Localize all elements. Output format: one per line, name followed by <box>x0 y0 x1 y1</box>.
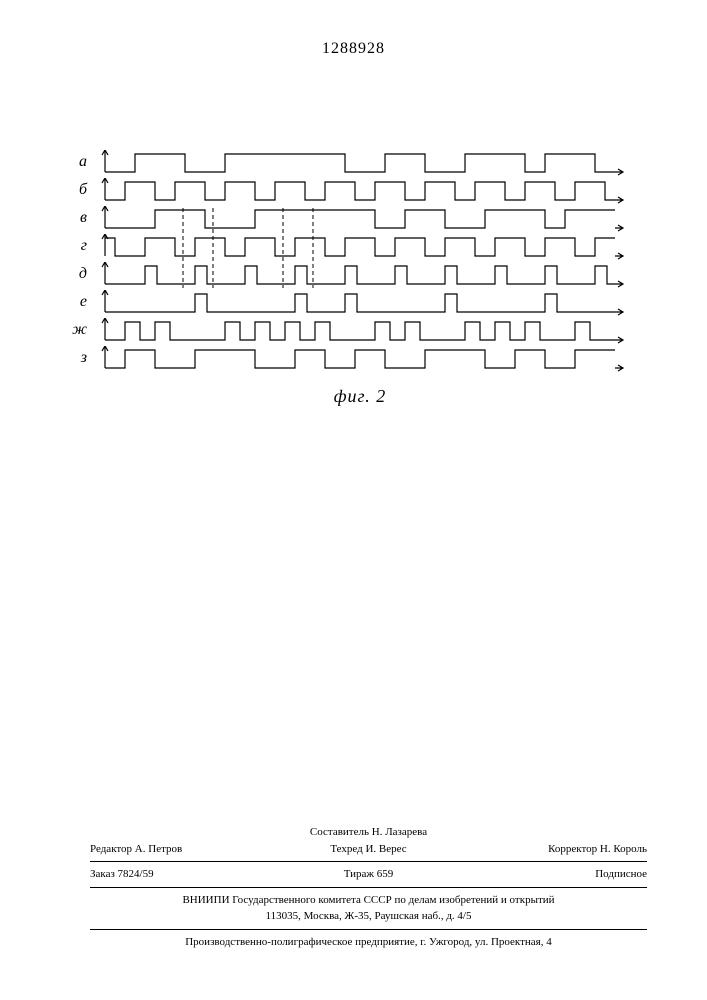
row-label: е <box>67 293 87 311</box>
corrector-label: Корректор Н. Король <box>461 841 647 858</box>
compiler-line: Составитель Н. Лазарева <box>90 824 647 841</box>
divider <box>90 929 647 930</box>
timing-row-а: а <box>95 150 625 178</box>
waveform <box>95 178 625 206</box>
waveform <box>95 262 625 290</box>
row-label: з <box>67 349 87 367</box>
waveform <box>95 318 625 346</box>
timing-row-в: в <box>95 206 625 234</box>
row-label: г <box>67 237 87 255</box>
org-line: ВНИИПИ Государственного комитета СССР по… <box>90 892 647 909</box>
publisher-block: Составитель Н. Лазарева Редактор А. Петр… <box>90 824 647 950</box>
timing-row-г: г <box>95 234 625 262</box>
row-label: а <box>67 153 87 171</box>
timing-row-е: е <box>95 290 625 318</box>
printer-line: Производственно-полиграфическое предприя… <box>90 934 647 951</box>
divider <box>90 861 647 862</box>
editor-label: Редактор А. Петров <box>90 841 276 858</box>
address-line: 113035, Москва, Ж-35, Раушская наб., д. … <box>90 908 647 925</box>
document-number: 1288928 <box>0 40 707 58</box>
timing-row-д: д <box>95 262 625 290</box>
waveform <box>95 346 625 374</box>
timing-diagram: абвгдежз фиг. 2 <box>95 150 625 407</box>
waveform <box>95 150 625 178</box>
tirage-label: Тираж 659 <box>276 866 462 883</box>
divider <box>90 887 647 888</box>
techred-label: Техред И. Верес <box>276 841 462 858</box>
waveform <box>95 206 625 234</box>
figure-label: фиг. 2 <box>95 386 625 407</box>
subscription-label: Подписное <box>461 866 647 883</box>
order-line: Заказ 7824/59 Тираж 659 Подписное <box>90 866 647 883</box>
waveform <box>95 234 625 262</box>
credits-line: Редактор А. Петров Техред И. Верес Корре… <box>90 841 647 858</box>
timing-row-з: з <box>95 346 625 374</box>
timing-row-ж: ж <box>95 318 625 346</box>
row-label: ж <box>67 321 87 339</box>
row-label: б <box>67 181 87 199</box>
row-label: в <box>67 209 87 227</box>
timing-row-б: б <box>95 178 625 206</box>
waveform <box>95 290 625 318</box>
order-label: Заказ 7824/59 <box>90 866 276 883</box>
row-label: д <box>67 265 87 283</box>
